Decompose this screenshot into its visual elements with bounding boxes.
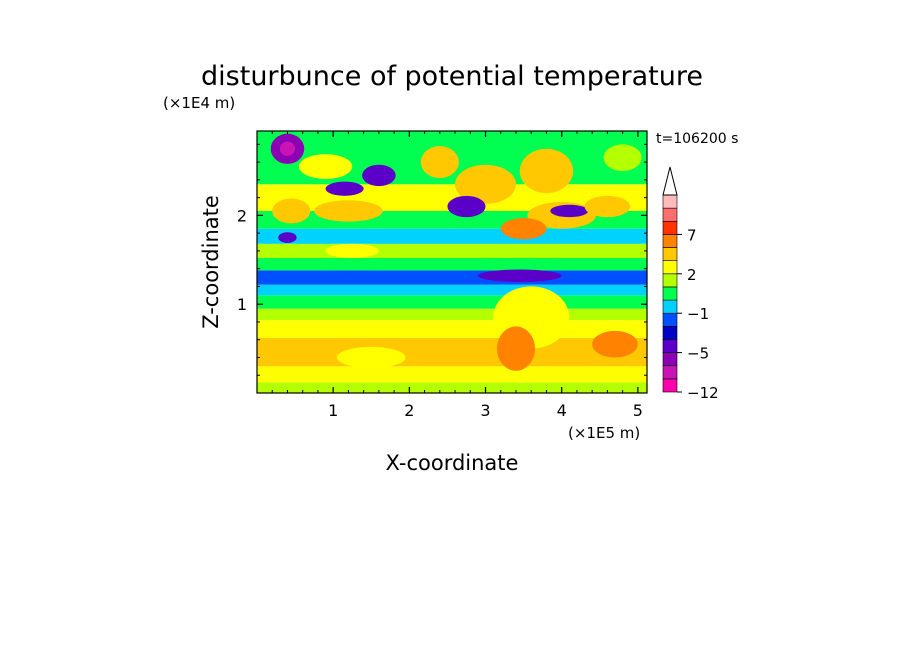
colorbar-swatch <box>662 352 678 367</box>
colorbar-label: −1 <box>687 305 709 323</box>
y-tick-label: 2 <box>237 206 247 225</box>
colorbar-swatch <box>662 234 678 248</box>
field-feature <box>420 146 459 179</box>
y-tick-label: 1 <box>237 295 247 314</box>
field-feature <box>325 243 379 259</box>
colorbar-swatch <box>662 286 678 301</box>
field-feature <box>447 195 486 218</box>
x-tick-label: 4 <box>557 401 567 420</box>
colorbar-extend-arrow <box>662 166 678 196</box>
y-axis-label: Z-coordinate <box>199 195 223 329</box>
field-feature <box>279 141 296 156</box>
field-feature <box>603 144 642 171</box>
colorbar-swatch <box>662 247 678 261</box>
field-band <box>257 382 647 393</box>
field-feature <box>496 326 536 371</box>
y-scale-label: (×1E4 m) <box>163 94 235 112</box>
field-feature <box>362 164 396 187</box>
x-scale-label: (×1E5 m) <box>568 424 640 442</box>
field-band <box>257 366 647 383</box>
x-tick-label: 5 <box>633 401 643 420</box>
field-feature <box>278 232 297 243</box>
colorbar-swatch <box>662 299 678 314</box>
colorbar-swatch <box>662 273 678 288</box>
field-band <box>257 337 647 367</box>
field-feature <box>519 148 574 194</box>
field-feature <box>325 181 364 196</box>
field-feature <box>584 195 631 218</box>
field-feature <box>314 200 383 222</box>
colorbar: −12−5−127 <box>662 166 719 402</box>
field-feature <box>500 218 547 240</box>
field-feature <box>336 346 406 369</box>
colorbar-label: −5 <box>687 345 709 363</box>
field-feature <box>550 204 589 218</box>
colorbar-swatch <box>662 260 678 275</box>
colorbar-swatch <box>662 365 678 380</box>
colorbar-swatch <box>662 312 678 327</box>
colorbar-swatch <box>662 378 678 393</box>
field-band <box>257 258 647 271</box>
x-axis-label: X-coordinate <box>386 451 519 475</box>
x-tick-label: 3 <box>480 401 490 420</box>
plot-frame <box>256 130 648 394</box>
field-band <box>257 284 647 296</box>
colorbar-label: −12 <box>687 384 719 402</box>
field-band <box>257 308 647 321</box>
colorbar-swatch <box>662 220 678 235</box>
field-band <box>257 228 647 244</box>
colorbar-swatch <box>662 194 678 209</box>
colorbar-swatch <box>662 326 678 340</box>
time-label: t=106200 s <box>656 131 738 147</box>
field-feature <box>455 164 516 204</box>
field-feature <box>592 330 638 358</box>
field-feature <box>477 269 562 282</box>
field-band <box>257 243 647 259</box>
axis-ticks: 1 2 3 4 5 1 2 <box>237 131 647 420</box>
x-tick-label: 2 <box>404 401 414 420</box>
field-band <box>257 295 647 309</box>
x-tick-label: 1 <box>328 401 338 420</box>
field-band <box>257 320 647 338</box>
field-feature <box>298 154 353 179</box>
colorbar-label: 7 <box>687 226 697 244</box>
field-band <box>257 270 647 285</box>
chart-title: disturbunce of potential temperature <box>201 61 703 92</box>
colorbar-swatch <box>662 207 678 222</box>
colorbar-swatch <box>662 339 678 353</box>
field-feature <box>272 198 311 224</box>
colorbar-label: 2 <box>687 266 697 284</box>
contour-field <box>257 131 647 393</box>
